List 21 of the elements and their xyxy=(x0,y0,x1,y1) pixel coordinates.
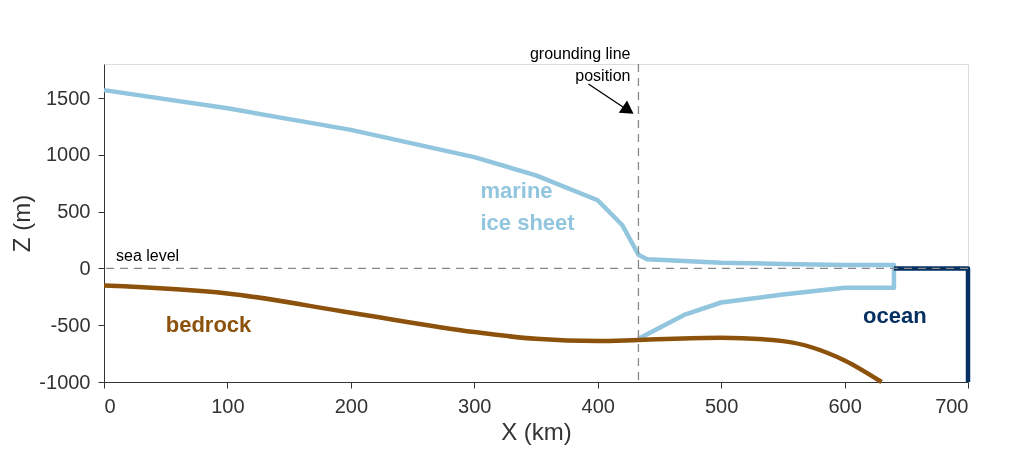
x-tick-label: 700 xyxy=(935,394,969,417)
x-tick-label: 0 xyxy=(104,394,116,417)
x-tick-label: 100 xyxy=(211,394,245,417)
x-tick-label: 500 xyxy=(704,394,739,417)
series-label: marine ice sheet xyxy=(480,178,576,236)
ref-line-label: sea level xyxy=(116,247,180,265)
x-tick-label: 300 xyxy=(458,394,492,417)
x-tick-label: 200 xyxy=(334,394,369,417)
ref-line-label: grounding line position xyxy=(529,45,631,84)
y-tick-label: 0 xyxy=(79,256,91,279)
series-label: bedrock xyxy=(165,312,253,338)
x-tick-label: 400 xyxy=(581,394,615,417)
y-tick-label: 1500 xyxy=(46,86,91,109)
y-tick-label: -500 xyxy=(50,313,91,336)
series-label: ocean xyxy=(863,303,927,329)
y-axis-title: Z (m) xyxy=(8,194,36,253)
y-tick-label: 1000 xyxy=(46,143,91,166)
x-axis-title: X (km) xyxy=(501,417,572,445)
y-tick-label: 500 xyxy=(57,200,91,223)
x-tick-label: 600 xyxy=(828,394,862,417)
y-tick-label: -1000 xyxy=(39,370,91,393)
